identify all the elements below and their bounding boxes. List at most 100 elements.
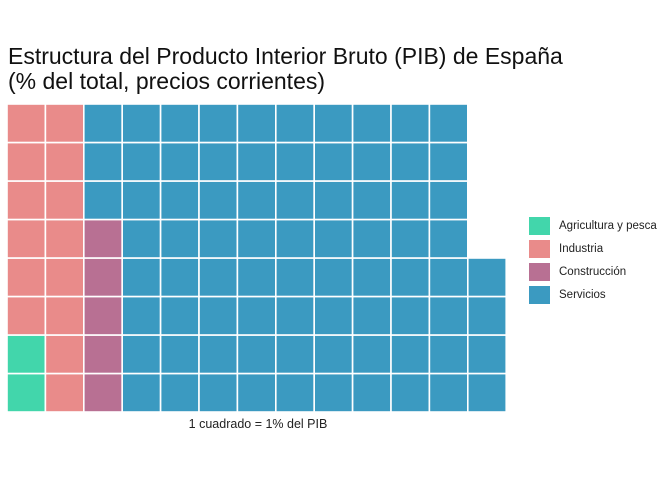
waffle-cell-construcción — [83, 372, 124, 413]
waffle-cell-servicios — [428, 334, 469, 375]
waffle-cell-servicios — [121, 180, 162, 221]
waffle-cell-servicios — [121, 372, 162, 413]
waffle-cell-servicios — [83, 141, 124, 182]
legend-item: Construcción — [529, 260, 657, 283]
waffle-cell-construcción — [83, 334, 124, 375]
waffle-cell-servicios — [159, 103, 200, 144]
waffle-cell-construcción — [83, 295, 124, 336]
waffle-cell-servicios — [159, 218, 200, 259]
waffle-cell-servicios — [159, 141, 200, 182]
waffle-cell-servicios — [351, 257, 392, 298]
waffle-cell-industria — [6, 141, 47, 182]
chart-title-line-1: Estructura del Producto Interior Bruto (… — [8, 43, 563, 69]
waffle-cell-servicios — [428, 180, 469, 221]
waffle-cell-servicios — [313, 257, 354, 298]
waffle-cell-servicios — [390, 257, 431, 298]
legend-label: Servicios — [559, 288, 606, 301]
legend-item: Industria — [529, 237, 657, 260]
waffle-cell-servicios — [351, 295, 392, 336]
waffle-cell-servicios — [313, 103, 354, 144]
waffle-cell-servicios — [390, 372, 431, 413]
legend-label: Construcción — [559, 265, 627, 278]
waffle-cell-industria — [6, 295, 47, 336]
waffle-cell-servicios — [159, 295, 200, 336]
waffle-cell-servicios — [198, 295, 239, 336]
chart-title: Estructura del Producto Interior Bruto (… — [8, 44, 563, 94]
waffle-cell-industria — [6, 103, 47, 144]
waffle-cell-servicios — [236, 334, 277, 375]
waffle-cell-servicios — [198, 180, 239, 221]
waffle-cell-servicios — [198, 141, 239, 182]
waffle-cell-servicios — [313, 372, 354, 413]
waffle-cell-servicios — [121, 257, 162, 298]
waffle-cell-servicios — [351, 141, 392, 182]
waffle-cell-servicios — [351, 218, 392, 259]
waffle-cell-servicios — [274, 180, 315, 221]
waffle-cell-servicios — [428, 218, 469, 259]
waffle-cell-servicios — [466, 372, 507, 413]
legend-label: Industria — [559, 242, 604, 255]
waffle-cell-servicios — [274, 103, 315, 144]
waffle-cell-industria — [44, 180, 85, 221]
waffle-cell-industria — [44, 334, 85, 375]
legend-item: Servicios — [529, 283, 657, 306]
waffle-cell-servicios — [236, 372, 277, 413]
waffle-cell-servicios — [428, 103, 469, 144]
waffle-cell-servicios — [121, 103, 162, 144]
waffle-cell-servicios — [198, 103, 239, 144]
waffle-cell-servicios — [159, 257, 200, 298]
waffle-cell-servicios — [390, 141, 431, 182]
waffle-cell-servicios — [466, 295, 507, 336]
waffle-cell-servicios — [428, 372, 469, 413]
waffle-cell-servicios — [198, 218, 239, 259]
waffle-cell-agricultura-y-pesca — [6, 334, 47, 375]
waffle-cell-industria — [44, 372, 85, 413]
waffle-cell-servicios — [313, 295, 354, 336]
waffle-cell-servicios — [466, 334, 507, 375]
waffle-cell-servicios — [351, 372, 392, 413]
waffle-cell-industria — [44, 257, 85, 298]
waffle-cell-servicios — [83, 180, 124, 221]
waffle-cell-servicios — [83, 103, 124, 144]
legend-swatch — [529, 216, 550, 235]
waffle-cell-servicios — [390, 334, 431, 375]
legend-label: Agricultura y pesca — [559, 219, 657, 232]
waffle-cell-industria — [6, 218, 47, 259]
waffle-cell-servicios — [313, 218, 354, 259]
waffle-cell-servicios — [390, 103, 431, 144]
waffle-cell-servicios — [236, 180, 277, 221]
waffle-cell-servicios — [313, 141, 354, 182]
chart-caption: 1 cuadrado = 1% del PIB — [188, 417, 328, 431]
chart-legend: Agricultura y pesca Industria Construcción… — [529, 214, 657, 306]
waffle-cell-servicios — [236, 141, 277, 182]
waffle-cell-servicios — [121, 218, 162, 259]
waffle-cell-servicios — [236, 295, 277, 336]
waffle-cell-servicios — [198, 334, 239, 375]
waffle-cell-servicios — [159, 334, 200, 375]
legend-item: Agricultura y pesca — [529, 214, 657, 237]
waffle-cell-servicios — [236, 257, 277, 298]
chart-title-line-2: (% del total, precios corrientes) — [8, 68, 326, 94]
waffle-cell-servicios — [159, 180, 200, 221]
waffle-cell-servicios — [351, 180, 392, 221]
waffle-cell-industria — [44, 103, 85, 144]
waffle-cell-servicios — [274, 295, 315, 336]
waffle-cell-servicios — [198, 257, 239, 298]
waffle-cell-industria — [44, 141, 85, 182]
waffle-cell-servicios — [274, 257, 315, 298]
waffle-cell-agricultura-y-pesca — [6, 372, 47, 413]
waffle-cell-servicios — [274, 218, 315, 259]
waffle-cell-servicios — [159, 372, 200, 413]
waffle-cell-industria — [6, 180, 47, 221]
legend-swatch — [529, 262, 550, 281]
waffle-cell-servicios — [428, 257, 469, 298]
waffle-cell-servicios — [390, 295, 431, 336]
waffle-cell-servicios — [121, 334, 162, 375]
waffle-cell-servicios — [274, 372, 315, 413]
waffle-cell-construcción — [83, 257, 124, 298]
waffle-cell-servicios — [428, 295, 469, 336]
waffle-cell-servicios — [428, 141, 469, 182]
waffle-cell-servicios — [274, 334, 315, 375]
waffle-cell-servicios — [313, 334, 354, 375]
